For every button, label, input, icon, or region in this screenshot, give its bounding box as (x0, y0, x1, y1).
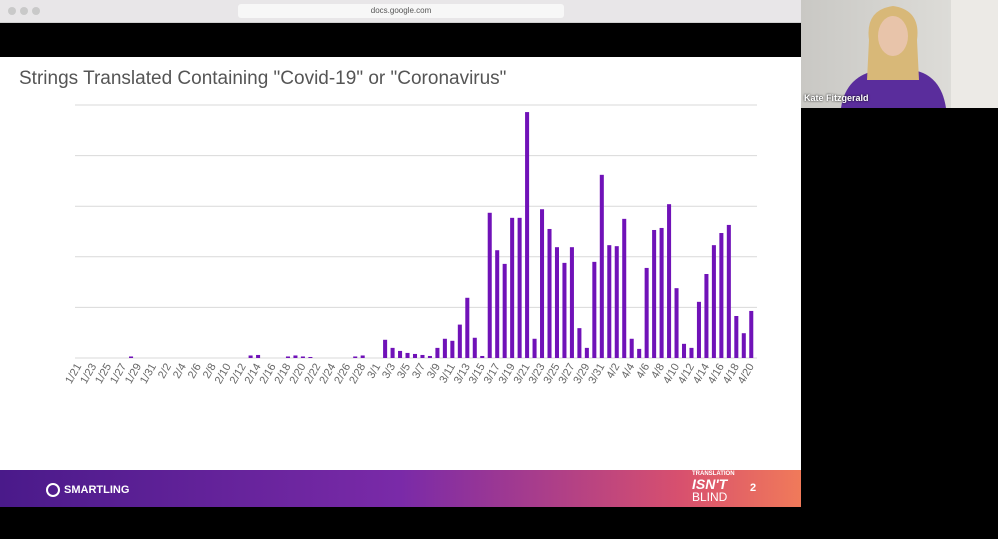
bar (293, 355, 298, 358)
slide: Strings Translated Containing "Covid-19"… (0, 57, 801, 507)
bar (495, 250, 500, 358)
bar (465, 297, 470, 358)
tagline-line: TRANSLATION (692, 471, 735, 477)
bar (442, 338, 447, 358)
bar (532, 338, 537, 358)
bar (502, 263, 507, 358)
bar (435, 347, 440, 358)
bar (629, 338, 634, 358)
bar (614, 246, 619, 358)
bar (405, 352, 410, 358)
window-button[interactable] (8, 7, 16, 15)
bar (734, 316, 739, 358)
bar (420, 354, 425, 358)
bar (308, 356, 313, 358)
tagline: TRANSLATION ISN'T BLIND (692, 470, 735, 503)
bar (704, 274, 709, 358)
window-button[interactable] (20, 7, 28, 15)
bar (607, 245, 612, 358)
bar (510, 217, 515, 358)
bar (427, 355, 432, 358)
x-tick-label: 4/2 (604, 362, 622, 381)
x-tick-label: 2/6 (186, 362, 204, 381)
bar (674, 288, 679, 358)
brand-name: SMARTLING (64, 484, 130, 496)
chart-title: Strings Translated Containing "Covid-19"… (19, 68, 506, 89)
bar (726, 224, 731, 358)
slide-footer: SMARTLING TRANSLATION ISN'T BLIND 2 (0, 470, 801, 507)
participant-name: Kate Fitzgerald (804, 93, 869, 103)
bar (592, 261, 597, 358)
tagline-line: BLIND (692, 490, 728, 504)
tagline-line: ISN'T (692, 476, 728, 492)
bar (517, 217, 522, 358)
bar (719, 233, 724, 358)
bar (412, 353, 418, 358)
bar (525, 112, 530, 358)
bar (360, 355, 365, 358)
bar (300, 356, 305, 358)
x-tick-label: 3/5 (395, 362, 413, 381)
bar (450, 340, 455, 358)
bar (256, 354, 261, 358)
bar (741, 333, 746, 358)
x-tick-label: 4/6 (634, 362, 652, 381)
bar (457, 324, 462, 358)
bar (472, 337, 477, 358)
bar (547, 228, 552, 358)
bar (353, 356, 358, 358)
bar (689, 347, 694, 358)
video-frame (841, 0, 998, 108)
bar (562, 262, 567, 358)
x-tick-label: 3/1 (365, 362, 383, 381)
bar (390, 347, 395, 358)
x-tick-label: 4/4 (619, 362, 637, 381)
bar (659, 227, 664, 358)
bar (480, 355, 485, 358)
bar (749, 310, 754, 358)
bar (644, 267, 649, 358)
window-button[interactable] (32, 7, 40, 15)
chart: Strings Translated Containing "Covid-19"… (19, 68, 757, 387)
x-tick-label: 2/2 (156, 362, 174, 381)
x-tick-label: 2/4 (171, 362, 189, 381)
bar (398, 350, 403, 358)
x-tick-label: 3/3 (380, 362, 398, 381)
bar (667, 204, 672, 358)
bar (569, 247, 574, 358)
bar (554, 247, 559, 358)
x-tick-label: 4/20 (736, 362, 757, 387)
address-bar[interactable]: docs.google.com (238, 4, 564, 18)
x-tick-label: 3/7 (410, 362, 428, 381)
brand-logo (46, 483, 60, 497)
bar (383, 339, 388, 358)
bar (540, 209, 545, 358)
bar (248, 355, 253, 358)
bar (696, 301, 701, 358)
bar (599, 174, 604, 358)
bar (487, 212, 492, 358)
bar (584, 347, 589, 358)
browser-toolbar: docs.google.com (0, 0, 801, 23)
video-tile: Kate Fitzgerald (801, 0, 998, 108)
bar (681, 343, 687, 358)
bar (711, 245, 716, 358)
bar (652, 229, 657, 358)
bar (129, 356, 134, 358)
bar (622, 218, 627, 358)
bar (285, 356, 290, 358)
bar (637, 348, 642, 358)
bar (577, 328, 582, 358)
page-number: 2 (750, 482, 757, 494)
